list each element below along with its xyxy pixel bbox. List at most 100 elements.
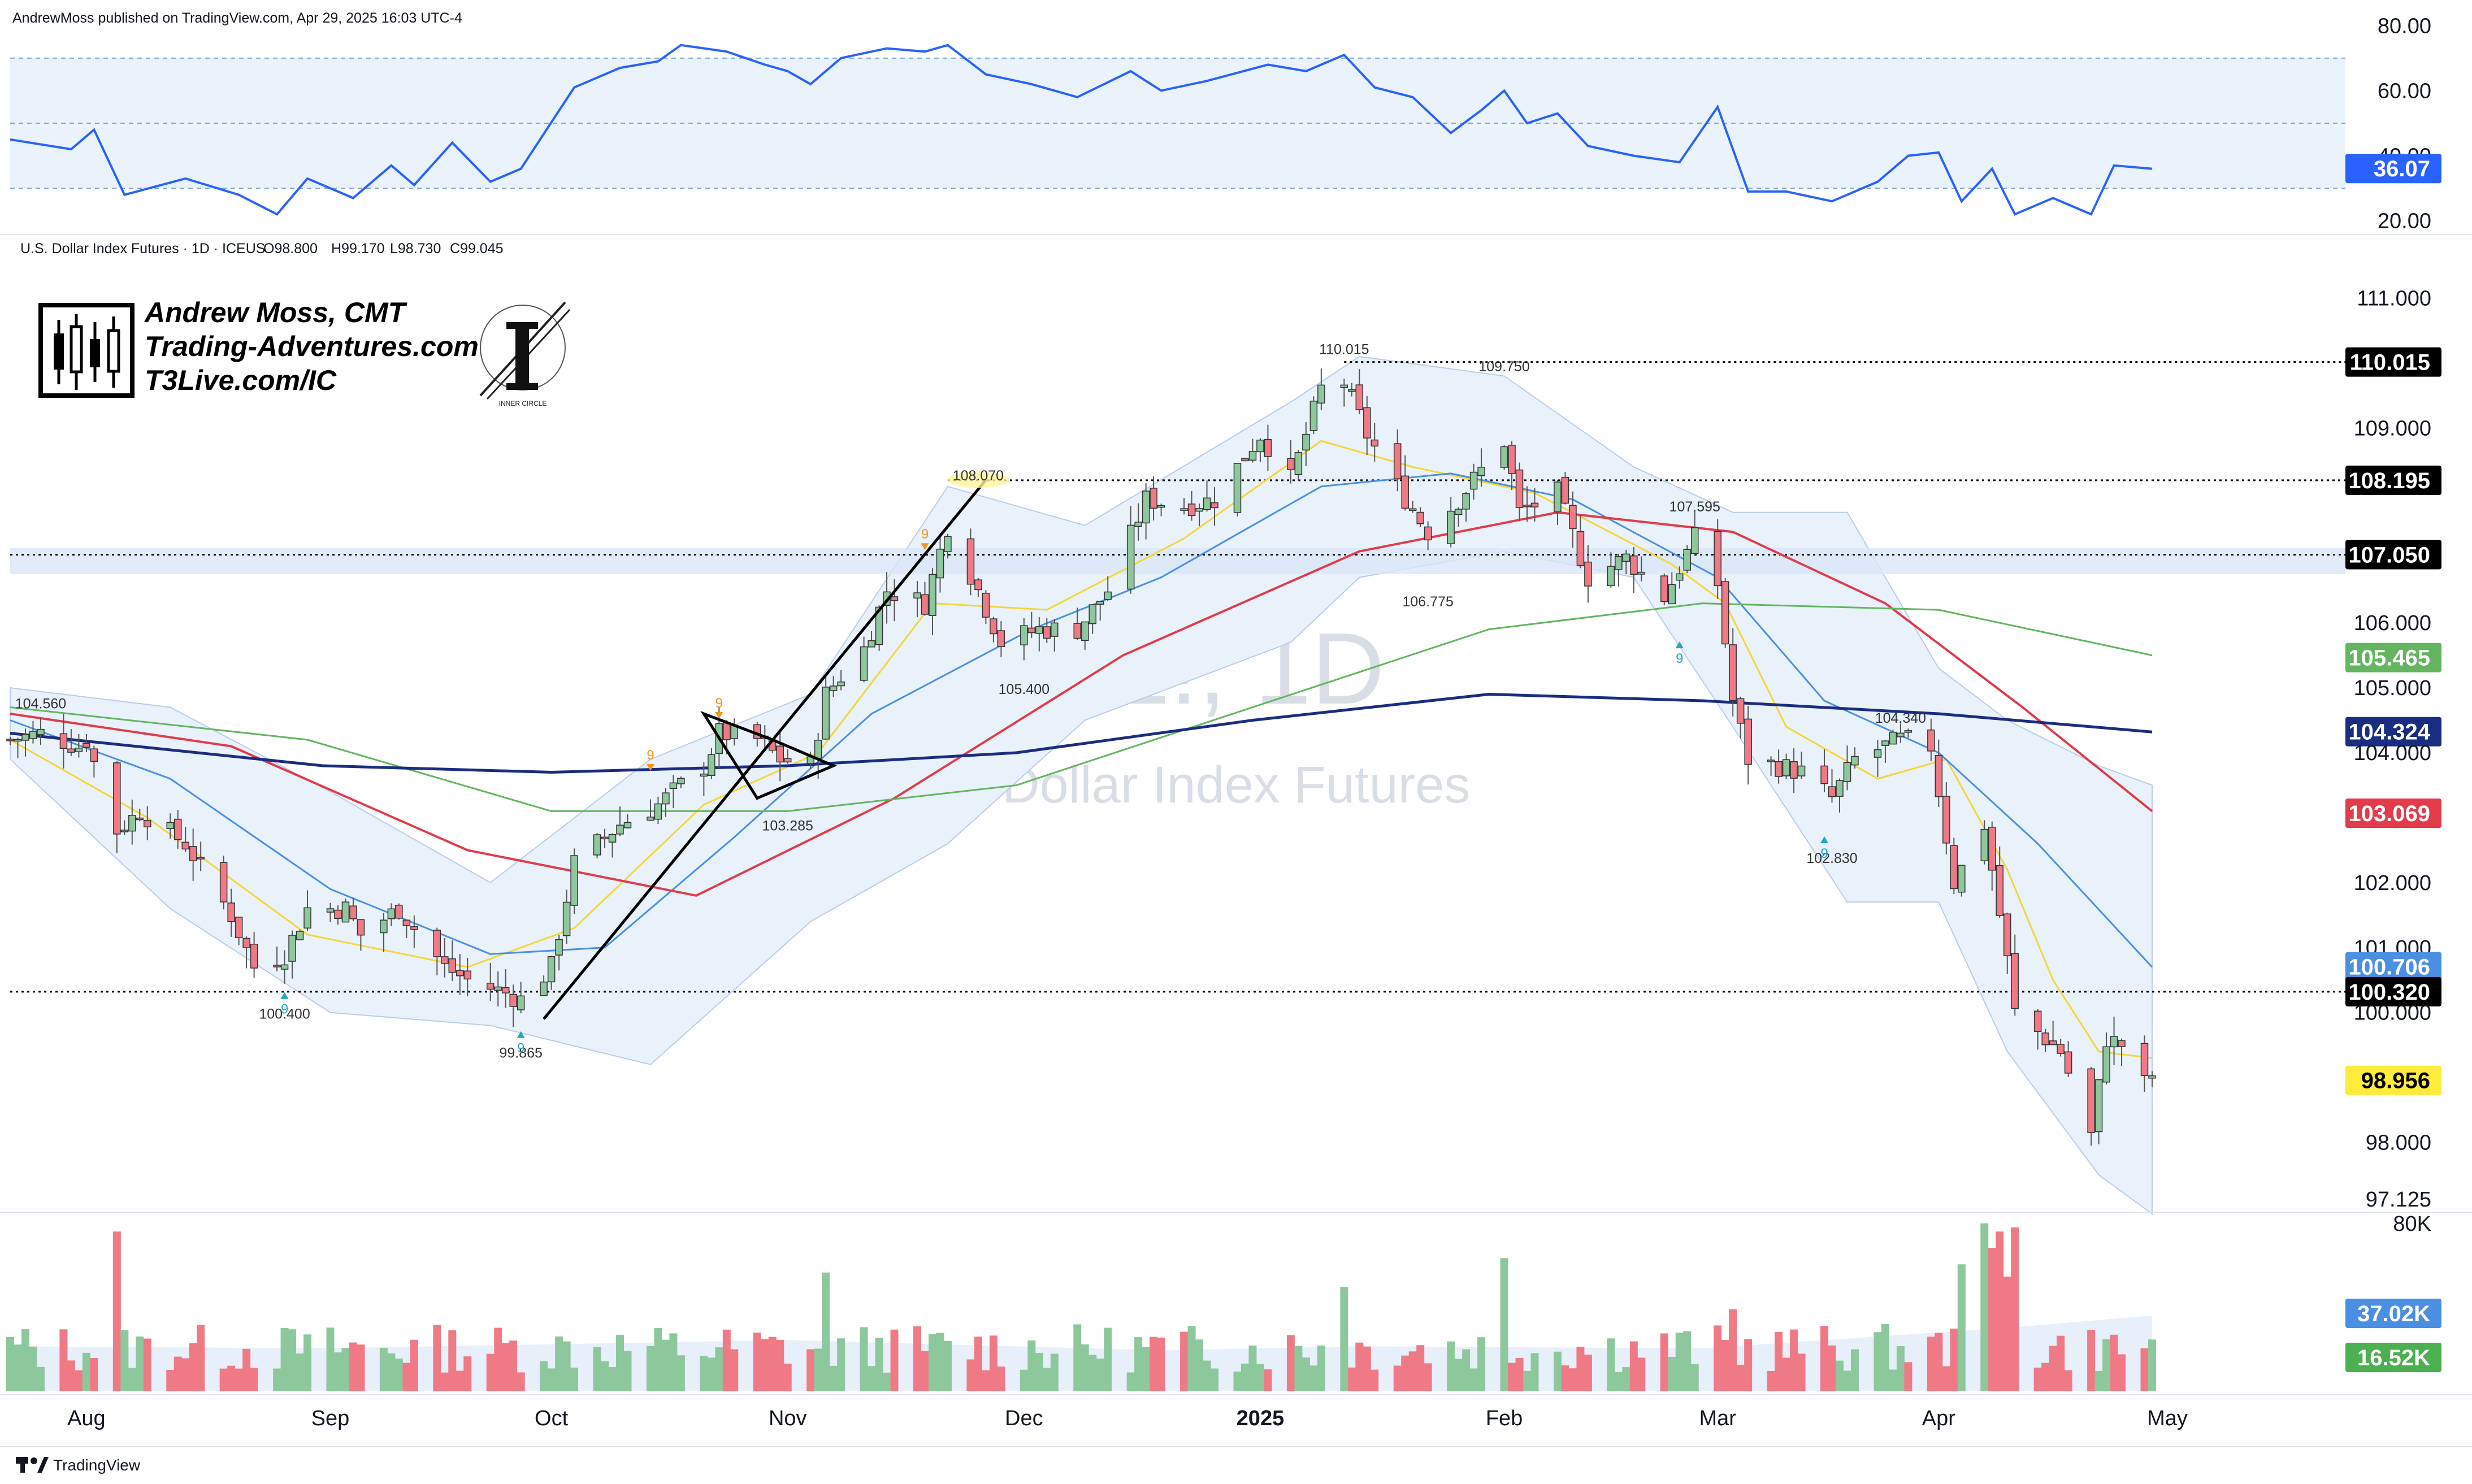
candle-body: [783, 758, 792, 763]
volume-bar: [1035, 1353, 1043, 1391]
candle: [555, 935, 563, 971]
candle: [1828, 769, 1836, 803]
candle: [1988, 821, 1996, 891]
volume-bar: [1896, 1346, 1905, 1391]
candle-body: [1996, 865, 2003, 916]
candle: [1881, 740, 1889, 763]
candle-body: [1569, 505, 1577, 530]
candle-body: [677, 778, 685, 784]
volume-bar: [1211, 1368, 1219, 1391]
candle-body: [1073, 623, 1082, 639]
candle-body: [1294, 452, 1303, 475]
candle: [966, 528, 975, 596]
candle: [2087, 1067, 2095, 1146]
volume-last-tag: [2345, 1343, 2441, 1372]
candle: [1134, 503, 1142, 541]
volume-bar: [1515, 1358, 1524, 1391]
candle-body: [1104, 591, 1112, 600]
volume-bar: [1622, 1367, 1630, 1391]
volume-bar: [136, 1336, 144, 1391]
volume-bar: [1904, 1362, 1912, 1391]
candle-body: [1035, 626, 1043, 634]
volume-bar: [1416, 1345, 1425, 1391]
candle: [1958, 865, 1966, 897]
candle: [1782, 753, 1790, 779]
volume-bar: [623, 1351, 632, 1391]
volume-bar: [2003, 1277, 2011, 1391]
setup-count: 9: [1820, 836, 1829, 861]
volume-bar: [829, 1365, 838, 1391]
volume-bar: [806, 1349, 815, 1391]
candle: [601, 828, 609, 848]
candle-body: [2003, 913, 2011, 957]
candle-body: [2033, 1010, 2042, 1032]
candle: [2140, 1035, 2149, 1092]
candle-body: [227, 902, 235, 922]
volume-bar: [280, 1327, 289, 1391]
candle-body: [1508, 445, 1516, 474]
candle: [1500, 445, 1508, 470]
volume-bar: [1668, 1356, 1676, 1391]
candle-body: [1256, 439, 1264, 453]
candle-body: [456, 970, 464, 977]
candle-body: [1828, 786, 1836, 797]
candle: [83, 734, 90, 752]
candle-body: [1775, 761, 1783, 777]
candle-body: [1195, 508, 1203, 512]
candle: [144, 806, 151, 840]
volume-bar: [2057, 1335, 2065, 1391]
candle: [913, 581, 921, 617]
volume-bar: [982, 1370, 990, 1391]
month-label: Apr: [1922, 1407, 1955, 1430]
volume-bar: [501, 1343, 510, 1391]
candle: [608, 833, 617, 858]
candle: [197, 841, 205, 871]
candle: [1248, 439, 1257, 463]
volume-bar: [837, 1338, 845, 1391]
volume-bar: [14, 1344, 22, 1391]
price-tick-label: 105.000: [2354, 676, 2431, 700]
candle-body: [723, 722, 731, 740]
candle-body: [929, 574, 936, 616]
volume-bar: [700, 1356, 708, 1391]
ohlc-close: C99.045: [450, 241, 504, 257]
candle: [1820, 749, 1828, 793]
volume-bar: [1530, 1353, 1539, 1391]
candle: [1142, 483, 1150, 540]
volume-bar: [921, 1351, 929, 1391]
candle: [1676, 566, 1684, 589]
candle: [1904, 728, 1912, 738]
volume-bar: [1714, 1325, 1722, 1391]
candle-body: [1767, 760, 1775, 762]
price-tag-bg: [2345, 347, 2441, 377]
candle-body: [1371, 439, 1379, 447]
candle-body: [1897, 732, 1905, 737]
volume-bar: [463, 1356, 472, 1391]
candle-body: [1500, 446, 1508, 468]
volume-bar: [989, 1335, 998, 1391]
volume-bar: [1477, 1337, 1486, 1391]
candle-body: [1469, 471, 1478, 490]
volume-bar: [1027, 1340, 1036, 1391]
candle-body: [1187, 504, 1196, 517]
candle: [822, 676, 830, 740]
candle: [402, 919, 411, 938]
candle: [1096, 601, 1104, 621]
volume-bar: [1347, 1367, 1356, 1391]
volume-bar: [1767, 1370, 1775, 1391]
candle: [1180, 497, 1188, 515]
candle-body: [1554, 481, 1562, 513]
candle-body: [144, 819, 151, 827]
symbol-line: U.S. Dollar Index Futures · 1D · ICEUS: [20, 241, 265, 257]
candle: [14, 737, 22, 758]
candle-body: [402, 919, 411, 926]
ohlc-low: L98.730: [390, 241, 441, 257]
candle-body: [273, 965, 281, 967]
volume-bar: [1157, 1337, 1165, 1391]
volume-bar: [1660, 1333, 1668, 1391]
setup-count: 9: [1675, 641, 1684, 666]
highlight-ellipse: [947, 472, 1009, 488]
candle: [37, 717, 45, 745]
brand-line1: Andrew Moss, CMT: [144, 297, 408, 328]
volume-bar: [707, 1357, 715, 1391]
